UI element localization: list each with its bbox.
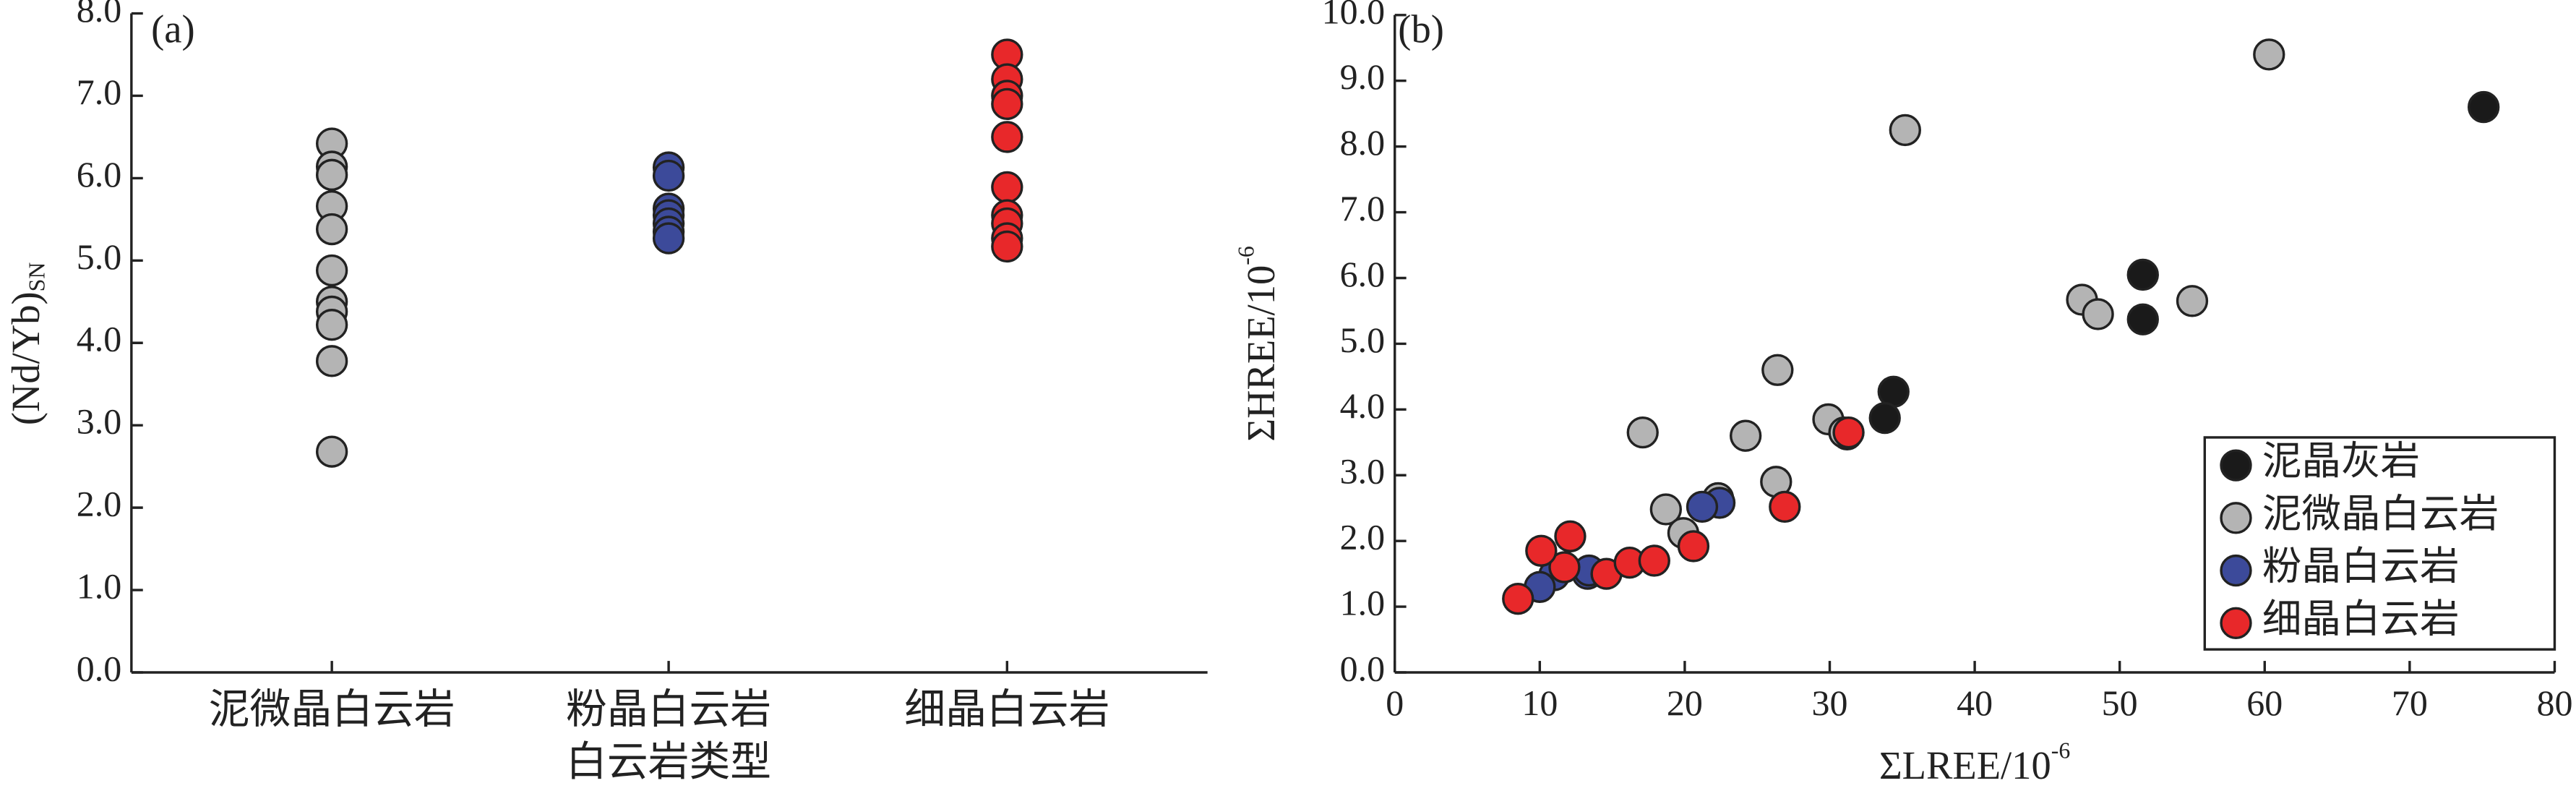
y-tick-label: 1.0 <box>77 566 121 607</box>
x-tick-label: 10 <box>1521 683 1558 723</box>
y-tick-label: 8.0 <box>1340 122 1386 163</box>
x-tick-label: 70 <box>2392 683 2428 723</box>
y-tick-label: 7.0 <box>77 72 121 112</box>
legend-label: 泥晶灰岩 <box>2262 439 2420 483</box>
x-tick-label: 粉晶白云岩 <box>566 687 771 732</box>
y-tick-label: 1.0 <box>1340 583 1386 623</box>
y-tick-label: 0.0 <box>1340 648 1386 688</box>
point <box>315 254 348 287</box>
point <box>991 87 1023 121</box>
y-tick-label: 5.0 <box>1340 320 1386 360</box>
legend-marker <box>2220 554 2252 587</box>
point <box>1525 534 1558 567</box>
x-tick-label: 细晶白云岩 <box>904 687 1109 732</box>
legend-marker <box>2220 449 2252 482</box>
legend-label: 细晶白云岩 <box>2262 597 2460 641</box>
panel-label: (a) <box>151 7 195 51</box>
point <box>1649 493 1683 526</box>
point <box>991 121 1023 153</box>
point <box>315 213 348 246</box>
point <box>315 309 348 341</box>
point <box>2176 285 2209 317</box>
point <box>315 435 348 468</box>
y-axis-label: ΣHREE/10-6 <box>1234 246 1283 441</box>
point <box>1626 416 1659 449</box>
legend-marker <box>2220 502 2252 534</box>
point <box>1730 419 1762 452</box>
y-axis-label-main: ΣHREE/10 <box>1239 265 1283 442</box>
point <box>991 171 1023 204</box>
x-tick-label: 泥微晶白云岩 <box>209 687 455 732</box>
x-axis-label-sup: -6 <box>2051 738 2071 764</box>
point <box>1638 544 1670 577</box>
point <box>1832 416 1865 449</box>
point <box>1868 401 1901 435</box>
x-tick-label: 50 <box>2102 683 2138 723</box>
y-tick-label: 7.0 <box>1340 188 1386 228</box>
y-axis-label-main: (Nd/Yb) <box>3 291 47 425</box>
point <box>1761 354 1794 386</box>
legend-label: 泥微晶白云岩 <box>2262 492 2499 536</box>
y-tick-label: 5.0 <box>77 236 121 277</box>
y-axis-label-sub: SN <box>25 262 50 292</box>
point <box>2082 298 2114 330</box>
point <box>2126 303 2159 335</box>
point <box>1877 375 1910 408</box>
point <box>991 230 1023 263</box>
point <box>315 345 348 377</box>
point <box>652 222 685 255</box>
y-tick-label: 4.0 <box>1340 385 1386 426</box>
point <box>1548 551 1581 583</box>
y-tick-label: 8.0 <box>77 0 121 30</box>
y-tick-label: 6.0 <box>1340 254 1386 294</box>
x-axis-label-main: ΣLREE/10 <box>1879 743 2051 787</box>
x-tick-label: 20 <box>1667 683 1703 723</box>
point <box>1554 520 1587 552</box>
y-tick-label: 2.0 <box>77 484 121 524</box>
point <box>1769 490 1801 523</box>
legend-label: 粉晶白云岩 <box>2262 544 2460 589</box>
x-tick-label: 0 <box>1386 683 1404 723</box>
point <box>1686 490 1719 523</box>
y-axis-label: (Nd/Yb)SN <box>3 262 49 426</box>
y-axis-label-sup: -6 <box>1234 246 1259 265</box>
y-tick-label: 3.0 <box>1340 451 1386 492</box>
point <box>1889 114 1921 147</box>
y-tick-label: 0.0 <box>77 648 121 688</box>
point <box>2468 90 2500 124</box>
point <box>2126 258 2159 291</box>
point <box>315 158 348 192</box>
legend-box <box>2203 436 2556 651</box>
point <box>1502 583 1534 615</box>
x-tick-label: 30 <box>1812 683 1848 723</box>
point <box>652 159 685 192</box>
panel-label: (b) <box>1398 7 1444 51</box>
x-tick-label: 80 <box>2536 683 2572 723</box>
legend-marker <box>2220 607 2252 639</box>
x-tick-label: 40 <box>1957 683 1993 723</box>
y-tick-label: 3.0 <box>77 401 121 442</box>
y-tick-label: 4.0 <box>77 319 121 359</box>
x-axis-label: 白云岩类型 <box>566 740 771 785</box>
x-tick-label: 60 <box>2246 683 2283 723</box>
y-tick-label: 9.0 <box>1340 56 1386 97</box>
y-tick-label: 6.0 <box>77 154 121 194</box>
y-tick-label: 10.0 <box>1322 0 1386 31</box>
point <box>1677 530 1710 563</box>
x-axis-label: ΣLREE/10-6 <box>1879 738 2070 787</box>
y-tick-label: 2.0 <box>1340 517 1386 557</box>
point <box>2253 38 2285 71</box>
